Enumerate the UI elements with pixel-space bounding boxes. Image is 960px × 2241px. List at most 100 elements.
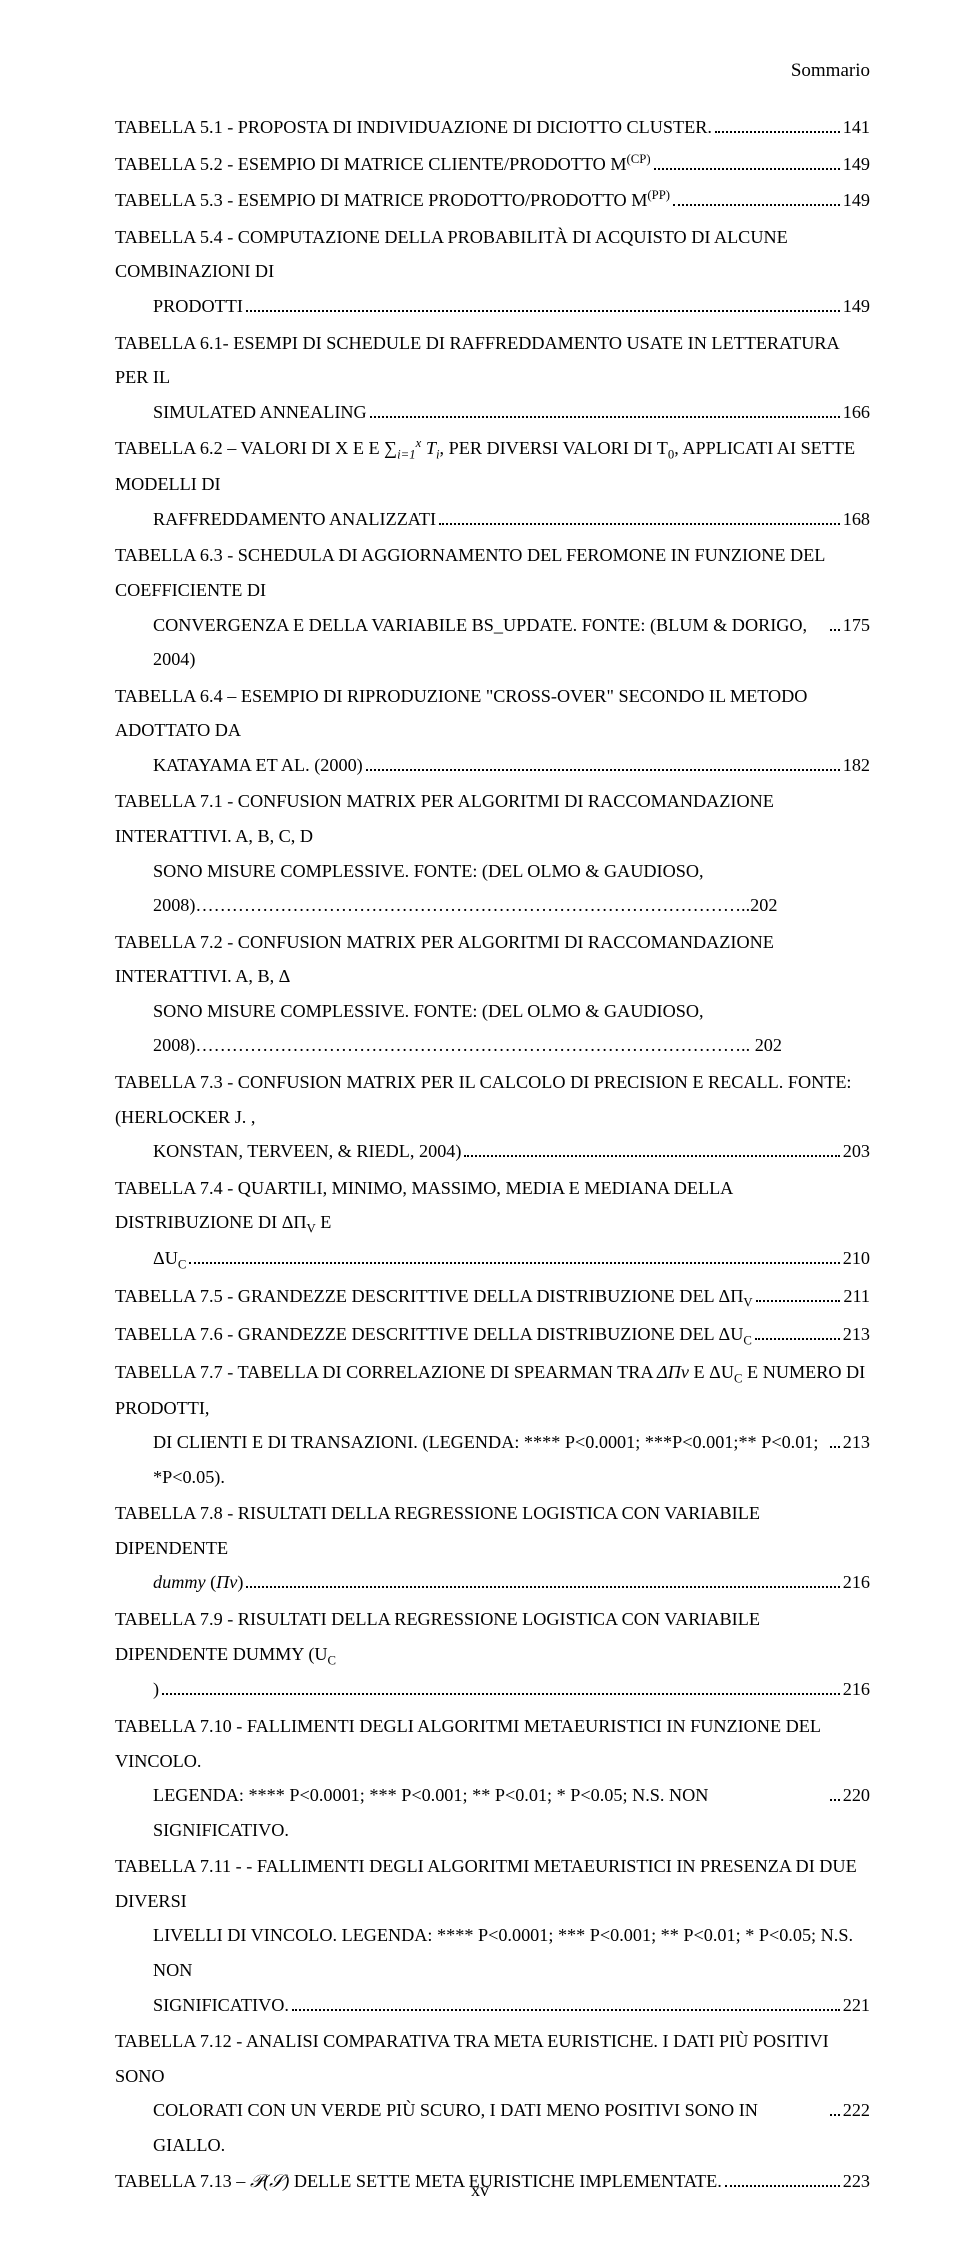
toc-text: DI CLIENTI E DI TRANSAZIONI. (LEGENDA: *… (153, 1425, 827, 1494)
toc-line: ΔUC 210 (115, 1241, 870, 1277)
toc-text: TABELLA 7.4 - QUARTILI, MINIMO, MASSIMO,… (115, 1171, 870, 1241)
toc-entry: TABELLA 7.7 - TABELLA DI CORRELAZIONE DI… (115, 1355, 870, 1495)
toc-text: ΔUC (153, 1241, 186, 1277)
toc-line: TABELLA 7.3 - CONFUSION MATRIX PER IL CA… (115, 1065, 870, 1134)
toc-entry: TABELLA 7.3 - CONFUSION MATRIX PER IL CA… (115, 1065, 870, 1169)
toc-page-number: 166 (843, 395, 870, 430)
toc-text: 2008)……………………………………………………………………………….. (153, 888, 750, 923)
toc-page-number: 222 (843, 2093, 870, 2128)
toc-text: TABELLA 7.1 - CONFUSION MATRIX PER ALGOR… (115, 784, 870, 853)
toc-line: TABELLA 6.1- ESEMPI DI SCHEDULE DI RAFFR… (115, 326, 870, 395)
toc-entry: TABELLA 7.10 - FALLIMENTI DEGLI ALGORITM… (115, 1709, 870, 1847)
toc-line: TABELLA 5.2 - ESEMPIO DI MATRICE CLIENTE… (115, 147, 870, 182)
toc-page-number: 149 (843, 147, 870, 182)
toc-entry: TABELLA 7.9 - RISULTATI DELLA REGRESSION… (115, 1602, 870, 1707)
toc-entry: TABELLA 5.1 - PROPOSTA DI INDIVIDUAZIONE… (115, 110, 870, 145)
toc-line: SIGNIFICATIVO. 221 (115, 1988, 870, 2023)
toc-line: TABELLA 7.12 - ANALISI COMPARATIVA TRA M… (115, 2024, 870, 2093)
leader-dots (830, 614, 840, 631)
toc-text: TABELLA 6.1- ESEMPI DI SCHEDULE DI RAFFR… (115, 326, 870, 395)
toc-text: TABELLA 7.3 - CONFUSION MATRIX PER IL CA… (115, 1065, 870, 1134)
toc-text: COLORATI CON UN VERDE PIÙ SCURO, I DATI … (153, 2093, 827, 2162)
leader-dots (366, 754, 840, 771)
toc-entry: TABELLA 5.4 - COMPUTAZIONE DELLA PROBABI… (115, 220, 870, 324)
toc-line: 2008)……………………………………………………………………………….. 20… (115, 1028, 870, 1063)
leader-dots (439, 508, 840, 525)
toc-page-number: 213 (843, 1317, 870, 1352)
toc-text: TABELLA 7.5 - GRANDEZZE DESCRITTIVE DELL… (115, 1279, 753, 1315)
toc-line: dummy (Πv) 216 (115, 1565, 870, 1600)
toc-entry: TABELLA 7.5 - GRANDEZZE DESCRITTIVE DELL… (115, 1279, 870, 1315)
toc-line: TABELLA 7.6 - GRANDEZZE DESCRITTIVE DELL… (115, 1317, 870, 1353)
toc-page-number: 149 (843, 183, 870, 218)
leader-dots (370, 401, 840, 418)
toc-entry: TABELLA 6.2 – VALORI DI X E E ∑i=1x Ti, … (115, 431, 870, 536)
toc-page-number: 216 (843, 1565, 870, 1600)
toc-text: KONSTAN, TERVEEN, & RIEDL, 2004) (153, 1134, 461, 1169)
toc-page-number: 175 (843, 608, 870, 643)
leader-dots (830, 2100, 840, 2117)
toc-entry: TABELLA 6.3 - SCHEDULA DI AGGIORNAMENTO … (115, 538, 870, 676)
toc-text: TABELLA 7.7 - TABELLA DI CORRELAZIONE DI… (115, 1355, 870, 1425)
leader-dots (756, 1285, 841, 1302)
toc-text: TABELLA 5.2 - ESEMPIO DI MATRICE CLIENTE… (115, 147, 651, 182)
toc-entry: TABELLA 7.4 - QUARTILI, MINIMO, MASSIMO,… (115, 1171, 870, 1277)
toc-page-number: 168 (843, 502, 870, 537)
toc-line: TABELLA 7.11 - - FALLIMENTI DEGLI ALGORI… (115, 1849, 870, 1918)
toc-page-number: 221 (843, 1988, 870, 2023)
toc-line: SIMULATED ANNEALING 166 (115, 395, 870, 430)
toc-text: KATAYAMA ET AL. (2000) (153, 748, 363, 783)
toc-line: TABELLA 7.7 - TABELLA DI CORRELAZIONE DI… (115, 1355, 870, 1425)
toc-text: ) (153, 1672, 159, 1707)
toc-text: LEGENDA: **** P<0.0001; *** P<0.001; ** … (153, 1778, 827, 1847)
toc-text: SIMULATED ANNEALING (153, 395, 367, 430)
toc-text: CONVERGENZA E DELLA VARIABILE BS_UPDATE.… (153, 608, 827, 677)
toc-text: TABELLA 7.9 - RISULTATI DELLA REGRESSION… (115, 1602, 870, 1672)
toc-line: TABELLA 7.9 - RISULTATI DELLA REGRESSION… (115, 1602, 870, 1672)
toc-line: PRODOTTI149 (115, 289, 870, 324)
leader-dots (246, 295, 840, 312)
toc-line: TABELLA 7.1 - CONFUSION MATRIX PER ALGOR… (115, 784, 870, 853)
page-number-footer: xv (0, 2180, 960, 2201)
toc-line: KATAYAMA ET AL. (2000)182 (115, 748, 870, 783)
toc-entry: TABELLA 7.2 - CONFUSION MATRIX PER ALGOR… (115, 925, 870, 1063)
toc-text: TABELLA 6.3 - SCHEDULA DI AGGIORNAMENTO … (115, 538, 870, 607)
leader-dots (189, 1248, 839, 1265)
leader-dots (715, 116, 840, 133)
toc-line: TABELLA 7.8 - RISULTATI DELLA REGRESSION… (115, 1496, 870, 1565)
leader-dots (162, 1679, 840, 1696)
toc-page-number: 149 (843, 289, 870, 324)
toc-line: LEGENDA: **** P<0.0001; *** P<0.001; ** … (115, 1778, 870, 1847)
toc-line: TABELLA 7.4 - QUARTILI, MINIMO, MASSIMO,… (115, 1171, 870, 1241)
toc-line: SONO MISURE COMPLESSIVE. FONTE: (DEL OLM… (115, 994, 870, 1029)
toc-text: dummy (Πv) (153, 1565, 243, 1600)
toc-line: RAFFREDDAMENTO ANALIZZATI 168 (115, 502, 870, 537)
page-header: Sommario (115, 60, 870, 82)
toc-text: TABELLA 5.3 - ESEMPIO DI MATRICE PRODOTT… (115, 183, 670, 218)
toc-page-number: 220 (843, 1778, 870, 1813)
leader-dots (464, 1141, 839, 1158)
toc-line: TABELLA 7.10 - FALLIMENTI DEGLI ALGORITM… (115, 1709, 870, 1778)
leader-dots (673, 190, 840, 207)
toc-text: TABELLA 7.11 - - FALLIMENTI DEGLI ALGORI… (115, 1849, 870, 1918)
toc-line: TABELLA 5.3 - ESEMPIO DI MATRICE PRODOTT… (115, 183, 870, 218)
toc-line: TABELLA 6.4 – ESEMPIO DI RIPRODUZIONE "C… (115, 679, 870, 748)
toc-entry: TABELLA 5.2 - ESEMPIO DI MATRICE CLIENTE… (115, 147, 870, 182)
toc-text: TABELLA 6.2 – VALORI DI X E E ∑i=1x Ti, … (115, 431, 870, 501)
toc-text: 2008)……………………………………………………………………………….. 20… (153, 1028, 782, 1063)
toc-text: TABELLA 5.1 - PROPOSTA DI INDIVIDUAZIONE… (115, 110, 712, 145)
toc-page-number: 216 (843, 1672, 870, 1707)
toc-text: RAFFREDDAMENTO ANALIZZATI (153, 502, 436, 537)
toc-page-number: 211 (843, 1279, 870, 1314)
leader-dots (654, 153, 840, 170)
toc-line: ) 216 (115, 1672, 870, 1707)
leader-dots (830, 1432, 840, 1449)
toc-line: KONSTAN, TERVEEN, & RIEDL, 2004)203 (115, 1134, 870, 1169)
toc-page-number: 210 (843, 1241, 870, 1276)
toc-entry: TABELLA 7.6 - GRANDEZZE DESCRITTIVE DELL… (115, 1317, 870, 1353)
toc-text: SONO MISURE COMPLESSIVE. FONTE: (DEL OLM… (153, 854, 704, 889)
leader-dots (755, 1323, 840, 1340)
toc-entry: TABELLA 7.8 - RISULTATI DELLA REGRESSION… (115, 1496, 870, 1600)
toc-text: TABELLA 7.2 - CONFUSION MATRIX PER ALGOR… (115, 925, 870, 994)
toc-text: TABELLA 6.4 – ESEMPIO DI RIPRODUZIONE "C… (115, 679, 870, 748)
